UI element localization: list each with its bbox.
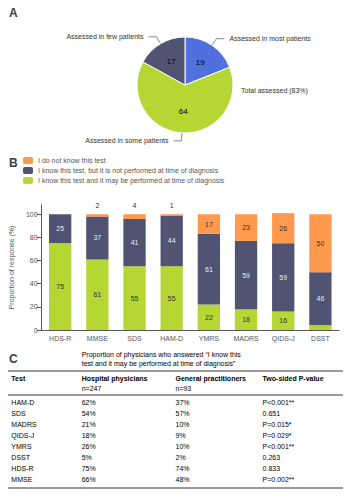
svg-text:59: 59 (242, 272, 250, 279)
svg-text:37%: 37% (176, 399, 190, 406)
svg-text:9%: 9% (176, 432, 186, 439)
svg-text:2%: 2% (176, 454, 186, 461)
svg-text:I know this test and it may be: I know this test and it may be performed… (38, 177, 225, 185)
svg-text:48%: 48% (176, 476, 190, 483)
svg-text:80: 80 (30, 234, 38, 241)
svg-text:Hospital physicians: Hospital physicians (82, 375, 148, 383)
svg-text:25: 25 (56, 225, 64, 232)
svg-text:23: 23 (242, 224, 250, 231)
svg-text:54%: 54% (82, 410, 96, 417)
svg-text:I do not know this test: I do not know this test (38, 157, 106, 164)
svg-text:22: 22 (205, 314, 213, 321)
svg-text:HDS-R: HDS-R (49, 335, 71, 342)
svg-text:HAM-D: HAM-D (11, 399, 34, 406)
svg-text:Assessed in few patients: Assessed in few patients (66, 33, 144, 41)
svg-text:61: 61 (205, 266, 213, 273)
svg-text:YMRS: YMRS (11, 443, 32, 450)
svg-text:40: 40 (30, 280, 38, 287)
svg-text:57%: 57% (176, 410, 190, 417)
svg-text:test and it may be performed a: test and it may be performed at time of … (82, 360, 236, 368)
svg-text:62%: 62% (82, 399, 96, 406)
svg-text:P=0.029*: P=0.029* (263, 432, 292, 439)
svg-text:SDS: SDS (127, 335, 142, 342)
svg-text:DSST: DSST (311, 335, 330, 342)
svg-text:Total assessed (83%): Total assessed (83%) (241, 87, 308, 95)
svg-text:18%: 18% (82, 432, 96, 439)
svg-text:DSST: DSST (11, 454, 30, 461)
svg-text:17: 17 (167, 57, 176, 66)
svg-text:Proportion of response (%): Proportion of response (%) (8, 226, 16, 310)
svg-text:HDS-R: HDS-R (11, 465, 33, 472)
svg-text:37: 37 (93, 234, 101, 241)
svg-text:74%: 74% (176, 465, 190, 472)
svg-text:n=247: n=247 (82, 385, 102, 392)
svg-text:P<0.001**: P<0.001** (263, 443, 295, 450)
svg-text:59: 59 (279, 274, 287, 281)
svg-text:MMSE: MMSE (11, 476, 32, 483)
svg-text:19: 19 (196, 58, 205, 67)
svg-text:26%: 26% (82, 443, 96, 450)
svg-text:Assessed in most patients: Assessed in most patients (229, 35, 311, 43)
svg-text:16: 16 (279, 317, 287, 324)
svg-text:20: 20 (30, 303, 38, 310)
svg-text:55: 55 (131, 295, 139, 302)
svg-text:5%: 5% (82, 454, 92, 461)
svg-text:17: 17 (205, 221, 213, 228)
svg-text:Assessed in some patients: Assessed in some patients (85, 137, 169, 145)
svg-text:QIDS-J: QIDS-J (272, 335, 295, 343)
svg-text:10%: 10% (176, 443, 190, 450)
svg-text:I know this test, but it is no: I know this test, but it is not performe… (38, 167, 219, 175)
svg-text:4: 4 (133, 202, 137, 209)
svg-text:MADRS: MADRS (233, 335, 259, 342)
svg-text:SDS: SDS (11, 410, 26, 417)
svg-text:75%: 75% (82, 465, 96, 472)
svg-text:P<0.001**: P<0.001** (263, 399, 295, 406)
svg-text:50: 50 (317, 240, 325, 247)
svg-text:HAM-D: HAM-D (160, 335, 183, 342)
svg-text:Test: Test (11, 375, 26, 382)
svg-text:61: 61 (93, 291, 101, 298)
svg-text:P=0.002**: P=0.002** (263, 476, 295, 483)
svg-text:General practitioners: General practitioners (176, 375, 247, 383)
svg-text:60: 60 (30, 257, 38, 264)
svg-text:0.263: 0.263 (263, 454, 281, 461)
svg-text:41: 41 (131, 239, 139, 246)
svg-text:21%: 21% (82, 421, 96, 428)
svg-text:C: C (9, 352, 18, 366)
svg-text:18: 18 (242, 316, 250, 323)
svg-text:A: A (9, 6, 18, 20)
svg-text:46: 46 (317, 295, 325, 302)
svg-text:10%: 10% (176, 421, 190, 428)
svg-text:44: 44 (168, 237, 176, 244)
svg-text:64: 64 (179, 107, 188, 116)
svg-text:n=93: n=93 (176, 385, 192, 392)
svg-text:75: 75 (56, 283, 64, 290)
svg-text:B: B (9, 156, 18, 170)
svg-text:26: 26 (279, 225, 287, 232)
svg-text:MADRS: MADRS (11, 421, 37, 428)
svg-text:YMRS: YMRS (199, 335, 220, 342)
svg-text:100: 100 (26, 211, 38, 218)
svg-text:QIDS-J: QIDS-J (11, 432, 34, 440)
svg-text:1: 1 (170, 202, 174, 209)
svg-text:P=0.015*: P=0.015* (263, 421, 292, 428)
svg-text:0: 0 (34, 327, 38, 334)
svg-text:0.833: 0.833 (263, 465, 281, 472)
svg-text:55: 55 (168, 295, 176, 302)
svg-text:2: 2 (95, 202, 99, 209)
svg-text:Proportion of physicians who a: Proportion of physicians who answered “I… (82, 351, 242, 359)
svg-text:MMSE: MMSE (87, 335, 108, 342)
svg-text:Two-sided P-value: Two-sided P-value (263, 375, 324, 382)
svg-text:66%: 66% (82, 476, 96, 483)
svg-text:0.651: 0.651 (263, 410, 281, 417)
